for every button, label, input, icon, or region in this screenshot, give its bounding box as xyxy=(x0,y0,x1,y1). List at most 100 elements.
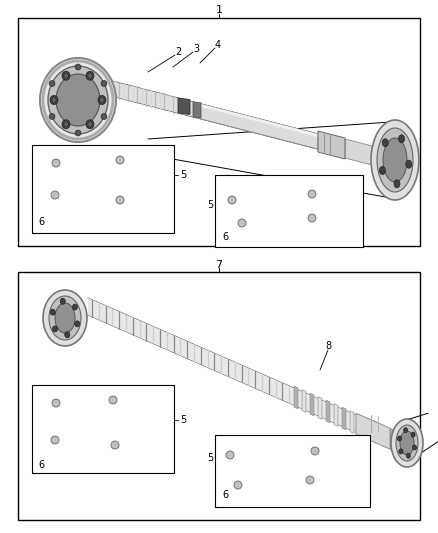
Text: 5: 5 xyxy=(180,170,186,180)
Text: 5: 5 xyxy=(207,200,213,210)
Polygon shape xyxy=(356,413,390,449)
Polygon shape xyxy=(318,397,322,419)
Bar xyxy=(18,272,420,520)
Ellipse shape xyxy=(51,436,59,444)
Ellipse shape xyxy=(228,196,236,204)
Ellipse shape xyxy=(72,304,78,310)
Ellipse shape xyxy=(379,166,385,174)
Bar xyxy=(215,435,370,507)
Ellipse shape xyxy=(101,114,107,119)
Ellipse shape xyxy=(53,326,57,332)
Polygon shape xyxy=(382,425,386,447)
Ellipse shape xyxy=(399,135,405,143)
Polygon shape xyxy=(398,432,402,454)
Ellipse shape xyxy=(371,120,419,200)
Ellipse shape xyxy=(86,120,94,129)
Ellipse shape xyxy=(308,214,316,222)
Ellipse shape xyxy=(50,95,58,104)
Polygon shape xyxy=(326,400,330,423)
Ellipse shape xyxy=(88,122,92,127)
Polygon shape xyxy=(178,98,190,115)
Ellipse shape xyxy=(51,191,59,199)
Ellipse shape xyxy=(48,66,108,134)
Ellipse shape xyxy=(391,419,423,467)
Ellipse shape xyxy=(56,74,100,126)
Ellipse shape xyxy=(394,180,400,188)
Ellipse shape xyxy=(397,436,402,441)
Text: 6: 6 xyxy=(38,217,44,227)
Polygon shape xyxy=(318,131,345,159)
Ellipse shape xyxy=(111,441,119,449)
Ellipse shape xyxy=(400,431,414,455)
Ellipse shape xyxy=(403,427,408,433)
Text: 7: 7 xyxy=(215,260,223,270)
Ellipse shape xyxy=(311,447,319,455)
Ellipse shape xyxy=(116,156,124,164)
Ellipse shape xyxy=(234,481,242,489)
Text: 5: 5 xyxy=(207,453,213,463)
Ellipse shape xyxy=(238,219,246,227)
Polygon shape xyxy=(390,428,394,451)
Ellipse shape xyxy=(75,130,81,136)
Ellipse shape xyxy=(75,64,81,70)
Polygon shape xyxy=(350,410,354,433)
Bar xyxy=(215,175,363,247)
Polygon shape xyxy=(302,390,306,413)
Polygon shape xyxy=(200,104,318,149)
Bar xyxy=(18,18,420,246)
Ellipse shape xyxy=(43,290,87,346)
Text: 3: 3 xyxy=(193,44,199,54)
Text: 1: 1 xyxy=(215,5,223,15)
Ellipse shape xyxy=(406,453,410,458)
Text: 2: 2 xyxy=(175,47,181,57)
Ellipse shape xyxy=(109,396,117,404)
Ellipse shape xyxy=(98,95,106,104)
Bar xyxy=(32,385,174,473)
Ellipse shape xyxy=(60,298,65,304)
Ellipse shape xyxy=(52,159,60,167)
Polygon shape xyxy=(406,435,410,458)
Ellipse shape xyxy=(49,114,55,119)
Ellipse shape xyxy=(75,321,80,327)
Polygon shape xyxy=(366,418,370,440)
Ellipse shape xyxy=(116,196,124,204)
Ellipse shape xyxy=(64,122,68,127)
Ellipse shape xyxy=(50,309,55,315)
Text: 6: 6 xyxy=(38,460,44,470)
Polygon shape xyxy=(374,421,378,444)
Ellipse shape xyxy=(101,80,107,86)
Ellipse shape xyxy=(396,425,418,461)
Text: 5: 5 xyxy=(180,415,186,425)
Ellipse shape xyxy=(62,71,70,80)
Polygon shape xyxy=(342,407,346,430)
Text: 6: 6 xyxy=(222,232,228,242)
Ellipse shape xyxy=(413,445,417,450)
Ellipse shape xyxy=(55,303,75,333)
Ellipse shape xyxy=(65,332,70,338)
Ellipse shape xyxy=(406,160,412,168)
Ellipse shape xyxy=(226,451,234,459)
Polygon shape xyxy=(108,80,380,165)
Polygon shape xyxy=(358,414,362,437)
Text: 4: 4 xyxy=(215,40,221,50)
Polygon shape xyxy=(193,102,201,118)
Polygon shape xyxy=(310,393,314,416)
Ellipse shape xyxy=(49,80,55,86)
Ellipse shape xyxy=(377,128,413,192)
Bar xyxy=(32,145,174,233)
Ellipse shape xyxy=(306,476,314,484)
Ellipse shape xyxy=(86,71,94,80)
Ellipse shape xyxy=(383,138,407,182)
Ellipse shape xyxy=(52,98,56,102)
Ellipse shape xyxy=(40,58,116,142)
Ellipse shape xyxy=(411,432,415,437)
Ellipse shape xyxy=(49,296,81,340)
Polygon shape xyxy=(334,403,338,426)
Text: 8: 8 xyxy=(325,341,331,351)
Polygon shape xyxy=(345,139,380,167)
Polygon shape xyxy=(414,439,418,462)
Ellipse shape xyxy=(382,139,388,147)
Ellipse shape xyxy=(52,399,60,407)
Ellipse shape xyxy=(100,98,104,102)
Polygon shape xyxy=(88,298,408,455)
